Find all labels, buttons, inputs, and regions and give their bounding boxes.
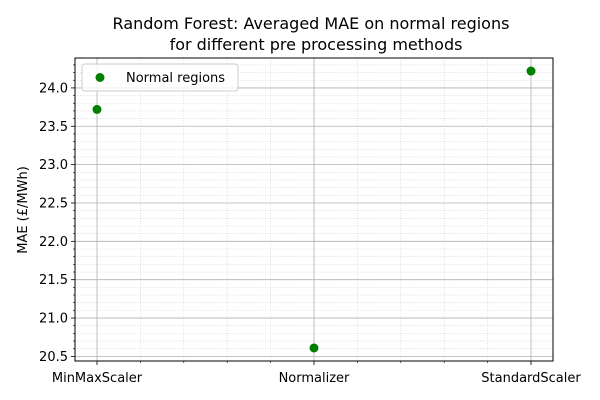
data-point bbox=[309, 343, 319, 353]
y-tick-label: 22.0 bbox=[39, 235, 68, 250]
legend-marker bbox=[95, 73, 105, 82]
y-tick-label: 21.5 bbox=[39, 273, 68, 288]
y-tick-label: 21.0 bbox=[39, 312, 68, 327]
y-tick-label: 24.0 bbox=[39, 81, 68, 96]
series-points bbox=[92, 66, 536, 353]
x-tick-label: StandardScaler bbox=[481, 371, 581, 386]
major-grid bbox=[75, 58, 553, 361]
plot-area: 20.5 21.0 21.5 22.0 22.5 23.0 23.5 24.0 MinMaxS… bbox=[39, 57, 581, 386]
minor-grid bbox=[75, 58, 553, 361]
legend-label: Normal regions bbox=[126, 71, 225, 86]
x-axis-ticks: MinMaxScaler Normalizer StandardScaler bbox=[52, 361, 581, 386]
legend: Normal regions bbox=[81, 63, 239, 92]
chart-title-line-1: Random Forest: Averaged MAE on normal re… bbox=[113, 14, 510, 33]
y-axis-label: MAE (£/MWh) bbox=[16, 166, 31, 254]
legend-box bbox=[81, 63, 239, 92]
y-axis-ticks: 20.5 21.0 21.5 22.0 22.5 23.0 23.5 24.0 bbox=[39, 64, 75, 365]
y-tick-label: 23.5 bbox=[39, 120, 68, 135]
x-tick-label: Normalizer bbox=[279, 371, 350, 386]
chart-title-line-2: for different pre processing methods bbox=[170, 35, 463, 54]
y-tick-label: 22.5 bbox=[39, 196, 68, 211]
x-tick-label: MinMaxScaler bbox=[52, 371, 143, 386]
data-point bbox=[526, 66, 536, 76]
y-tick-label: 23.0 bbox=[39, 158, 68, 173]
y-tick-label: 20.5 bbox=[39, 350, 68, 365]
data-point bbox=[92, 104, 102, 114]
